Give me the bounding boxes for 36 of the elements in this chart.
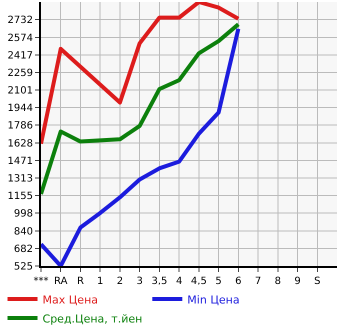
y-tick-label: 525 [14,262,33,272]
y-tick-label: 1471 [8,156,33,167]
x-tick-label: RA [54,276,68,287]
legend-label: Max Цена [42,293,98,306]
legend-label: Сред.Цена, т.йен [42,312,142,326]
x-tick-label: R [76,276,84,287]
x-tick-label: 3 [136,276,143,287]
x-tick-label: 4,5 [190,276,207,287]
x-tick-label: 6 [235,276,242,287]
y-tick-label: 682 [14,244,33,255]
y-tick-label: 1155 [8,191,33,202]
legend-label: Min Цена [187,293,240,306]
x-tick-label: 2 [116,276,124,287]
y-tick-label: 2574 [8,32,33,44]
y-tick-label: 2417 [8,50,33,62]
x-tick-label: 1 [97,276,104,287]
y-tick-label: 2732 [8,15,33,26]
y-tick-label: 840 [14,226,33,238]
y-tick-label: 1944 [8,103,33,114]
line-series [41,22,240,196]
y-tick-label: 2259 [8,68,33,79]
x-tick-label: 4 [176,276,182,287]
y-tick-label: 1786 [8,120,33,132]
x-tick-label: 7 [254,276,262,287]
y-tick-label: 1628 [8,138,33,150]
x-tick-label: *** [34,276,48,287]
x-tick-label: 5 [215,276,222,287]
line-series [41,2,240,146]
line-series [41,26,240,266]
y-tick-label: 2101 [8,86,33,97]
x-tick-label: 3,5 [151,276,168,287]
y-tick-label: 1313 [8,174,33,185]
x-tick-label: S [314,276,320,287]
y-tick-label: 998 [14,208,33,220]
x-tick-label: 9 [294,276,301,287]
x-tick-label: 8 [274,276,281,287]
